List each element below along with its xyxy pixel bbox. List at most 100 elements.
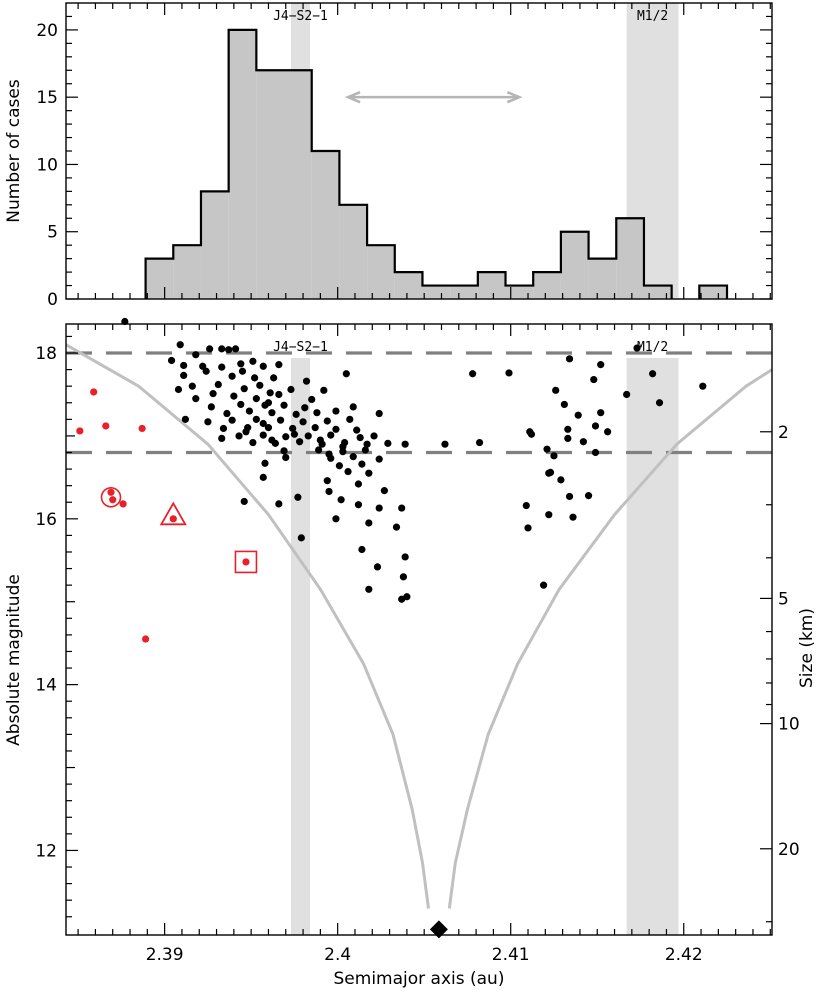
- family-point: [228, 372, 236, 380]
- family-point: [349, 403, 357, 411]
- family-point: [392, 523, 401, 531]
- red-point: [169, 515, 177, 523]
- histogram-bar: [505, 285, 534, 299]
- family-point: [325, 450, 333, 458]
- histogram-y-tick-label: 20: [36, 21, 58, 41]
- family-point: [337, 496, 345, 504]
- family-point: [299, 418, 307, 426]
- histogram-bar: [339, 204, 368, 299]
- family-point: [296, 438, 304, 446]
- histogram-bar: [477, 272, 506, 299]
- family-point: [230, 392, 238, 400]
- histogram-bar: [560, 231, 589, 299]
- family-point: [275, 361, 283, 369]
- family-point: [218, 434, 226, 443]
- family-point: [315, 446, 323, 454]
- family-point: [167, 356, 176, 365]
- histogram-bar: [173, 245, 201, 299]
- histogram-bar: [200, 191, 229, 299]
- drift-arrow-left-head: [344, 91, 361, 104]
- family-point: [280, 401, 288, 409]
- family-point: [252, 395, 260, 403]
- family-point: [259, 362, 267, 370]
- red-point: [109, 496, 117, 504]
- family-point: [358, 460, 366, 468]
- family-point: [344, 467, 352, 476]
- family-point: [505, 369, 513, 377]
- parent-diamond-marker: [429, 920, 448, 939]
- family-point: [365, 585, 373, 593]
- histogram-band-label: M1/2: [637, 9, 668, 24]
- family-point: [282, 453, 290, 462]
- family-point: [301, 404, 309, 412]
- size-tick-label: 20: [778, 840, 800, 860]
- family-point: [264, 424, 273, 432]
- histogram-bar: [616, 218, 644, 299]
- family-point: [209, 390, 217, 398]
- family-point: [591, 422, 600, 430]
- family-point: [574, 411, 582, 419]
- family-point: [475, 438, 484, 447]
- family-point: [401, 553, 409, 561]
- family-point: [325, 487, 333, 496]
- family-point: [259, 431, 267, 439]
- family-point: [335, 462, 344, 470]
- red-point: [138, 424, 146, 433]
- family-point: [225, 346, 233, 354]
- scatter-x-tick-label: 2.41: [492, 945, 530, 965]
- histogram-bar: [145, 258, 174, 299]
- family-point: [597, 409, 605, 417]
- scatter-frame: [65, 323, 773, 936]
- scatter-y-tick-label: 12: [35, 841, 57, 861]
- family-point: [358, 545, 366, 554]
- family-point: [289, 424, 297, 433]
- family-point: [249, 357, 257, 365]
- family-point: [231, 345, 240, 353]
- family-point: [207, 403, 215, 411]
- yarkovsky-curve-right: [447, 368, 773, 909]
- family-point: [259, 419, 267, 428]
- family-point: [365, 519, 373, 527]
- histogram-bar: [284, 70, 312, 299]
- family-point: [188, 382, 196, 390]
- family-point: [242, 428, 250, 436]
- family-point: [268, 436, 276, 444]
- parent-diamond: [429, 920, 448, 939]
- histogram-bar: [228, 29, 257, 300]
- family-point: [223, 409, 231, 418]
- family-point: [527, 430, 536, 438]
- family-point: [228, 416, 236, 424]
- family-point: [543, 445, 551, 453]
- family-point: [219, 424, 228, 433]
- histogram-band-labels: J4−S2−1 M1/2: [273, 9, 668, 24]
- family-point: [261, 459, 269, 467]
- family-point: [313, 409, 321, 417]
- family-point: [276, 416, 285, 424]
- family-point: [287, 385, 295, 394]
- family-point: [375, 409, 383, 418]
- family-point: [304, 432, 312, 440]
- family-point: [316, 436, 324, 444]
- family-point: [235, 432, 243, 440]
- histogram-y-tick-label: 0: [47, 290, 58, 310]
- family-point: [354, 501, 363, 509]
- histogram-bar: [450, 285, 478, 299]
- family-point: [699, 382, 707, 390]
- red-outlier-points: [76, 388, 250, 643]
- family-point: [323, 417, 331, 425]
- family-point: [297, 534, 305, 542]
- family-point: [342, 370, 350, 378]
- family-point: [401, 440, 409, 448]
- family-point: [214, 380, 222, 389]
- family-point: [218, 345, 226, 353]
- family-point: [264, 399, 273, 407]
- family-point: [320, 386, 328, 394]
- family-point: [268, 409, 276, 417]
- red-point: [76, 427, 84, 435]
- family-point: [546, 468, 555, 476]
- family-point: [206, 345, 214, 353]
- family-point: [275, 390, 283, 399]
- family-point: [346, 415, 354, 423]
- family-point: [202, 367, 210, 375]
